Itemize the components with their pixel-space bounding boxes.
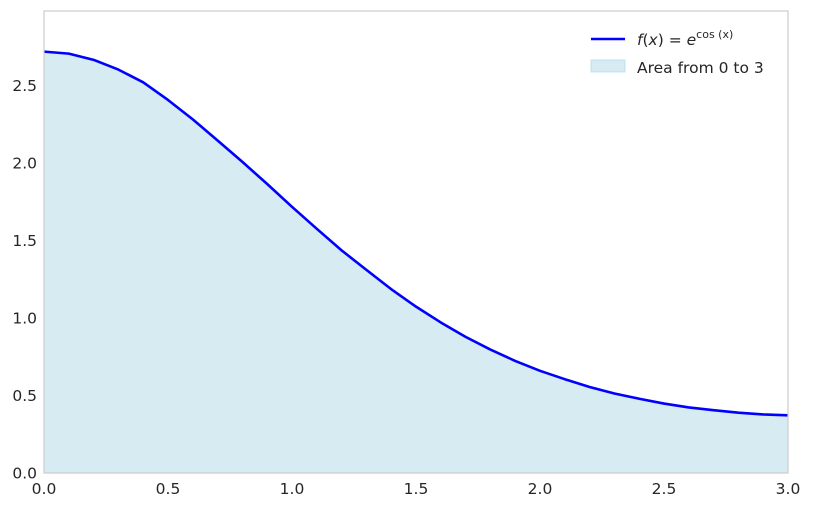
series-line [43, 50, 789, 417]
line-layer [43, 50, 789, 417]
x-tick-label: 2.0 [528, 480, 553, 498]
x-axis-ticks: 0.0 0.5 1.0 1.5 2.0 2.5 3.0 [32, 480, 801, 498]
legend-area-swatch [590, 59, 626, 73]
area-fill [44, 51, 788, 474]
y-tick-label: 2.5 [12, 77, 37, 95]
plot-frame [43, 10, 789, 474]
y-tick-label: 0.0 [12, 465, 37, 483]
y-tick-label: 0.5 [12, 387, 37, 405]
area-layer [44, 51, 788, 474]
y-tick-label: 1.0 [12, 309, 37, 327]
x-tick-label: 3.0 [776, 480, 801, 498]
legend-math-x: x [648, 31, 659, 49]
x-tick-label: 0.5 [156, 480, 181, 498]
y-axis-ticks: 0.0 0.5 1.0 1.5 2.0 2.5 [12, 77, 37, 483]
legend-math-exponent: cos (x) [696, 28, 733, 41]
legend-math-close: ) [658, 31, 664, 49]
legend-math-eq: = [664, 31, 687, 49]
y-tick-label: 2.0 [12, 154, 37, 172]
legend-line-label: f(x) = ecos (x) [637, 28, 733, 49]
x-tick-label: 1.5 [404, 480, 429, 498]
legend-area-label: Area from 0 to 3 [637, 59, 764, 77]
y-tick-label: 1.5 [12, 232, 37, 250]
x-tick-label: 2.5 [652, 480, 677, 498]
legend: f(x) = ecos (x) Area from 0 to 3 [590, 28, 764, 77]
x-tick-label: 1.0 [280, 480, 305, 498]
legend-math-f: f [637, 31, 645, 49]
x-tick-label: 0.0 [32, 480, 57, 498]
legend-math-e: e [687, 31, 697, 49]
legend-math-open: ( [642, 31, 648, 49]
